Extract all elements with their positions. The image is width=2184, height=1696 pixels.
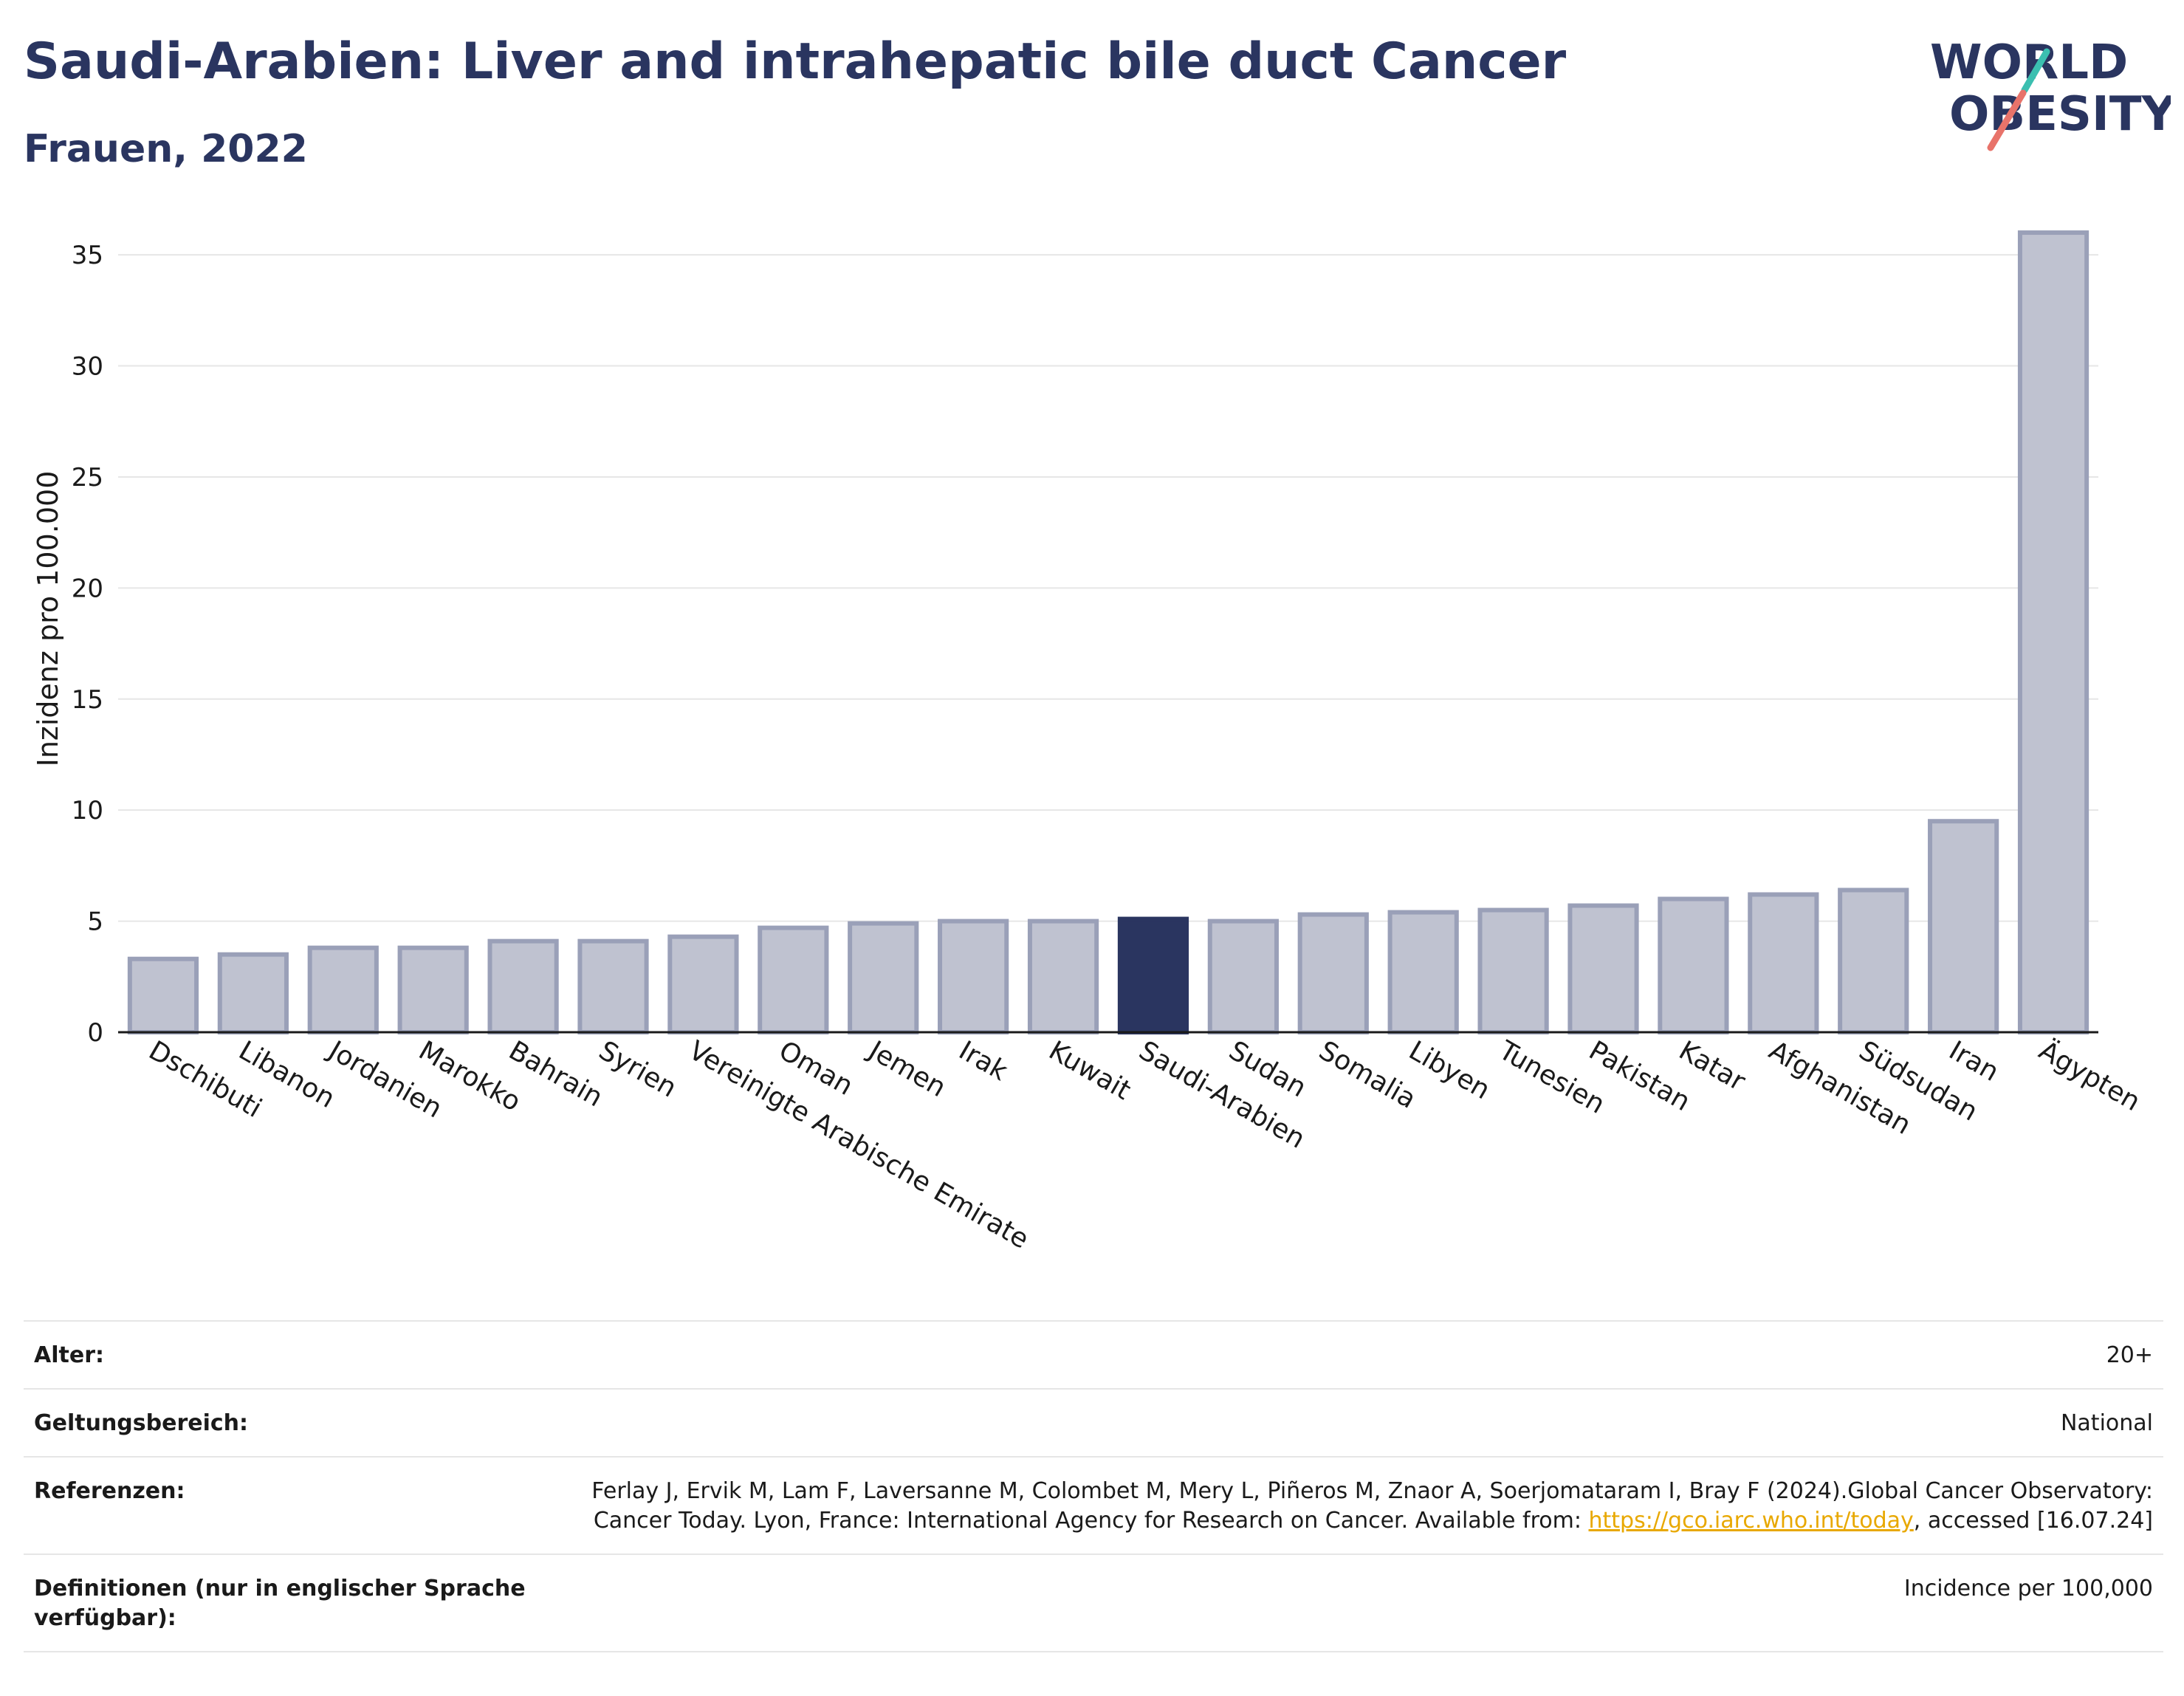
- y-tick-label: 20: [72, 574, 103, 603]
- bar-jordanien: [307, 945, 379, 1034]
- age-value: 20+: [2106, 1342, 2153, 1368]
- bar-chart: 0 5 10 15 20 25 30 35 DschibutiLibanonJordanien…: [32, 230, 2146, 1255]
- bar-bahrain: [487, 938, 559, 1034]
- bar-jemen: [848, 921, 919, 1035]
- y-axis-label: Inzidenz pro 100.000: [32, 471, 64, 767]
- meta-row-age: Alter: 20+: [24, 1320, 2163, 1388]
- bar-ägypten: [2017, 230, 2089, 1034]
- reference-text: Ferlay J, Ervik M, Lam F, Laversanne M, …: [591, 1478, 2153, 1534]
- bar-afghanistan: [1748, 892, 1819, 1034]
- bar-dschibuti: [127, 956, 199, 1034]
- age-label: Alter:: [34, 1342, 104, 1368]
- bar-saudi-arabien: [1117, 916, 1189, 1034]
- meta-row-references: Referenzen: Ferlay J, Ervik M, Lam F, La…: [24, 1456, 2163, 1553]
- x-tick-label: Somalia: [1314, 1035, 1421, 1115]
- x-tick-label: Syrien: [594, 1035, 681, 1103]
- reference-link[interactable]: https://gco.iarc.who.int/today: [1588, 1508, 1914, 1534]
- bar-sudan: [1207, 919, 1279, 1034]
- bar-syrien: [577, 938, 649, 1034]
- y-tick-label: 25: [72, 463, 103, 492]
- bars: [127, 230, 2089, 1035]
- meta-row-definitions: Definitionen (nur in englischer Sprache …: [24, 1553, 2163, 1652]
- y-axis-ticks: 0 5 10 15 20 25 30 35: [72, 241, 103, 1048]
- bar-somalia: [1297, 912, 1369, 1034]
- bar-pakistan: [1567, 903, 1639, 1034]
- x-tick-label: Ägypten: [2034, 1034, 2146, 1117]
- y-tick-label: 35: [72, 241, 103, 270]
- bar-katar: [1658, 896, 1729, 1034]
- logo-coral-stroke: [1987, 89, 2027, 151]
- bar-marokko: [397, 945, 469, 1034]
- x-tick-label: Irak: [954, 1035, 1013, 1087]
- grid-lines: [118, 254, 2098, 922]
- references-label: Referenzen:: [34, 1478, 185, 1504]
- references-value: Ferlay J, Ervik M, Lam F, Laversanne M, …: [566, 1477, 2153, 1536]
- metadata-table: Alter: 20+ Geltungsbereich: National Ref…: [24, 1320, 2163, 1652]
- bar-kuwait: [1027, 919, 1099, 1034]
- y-tick-label: 0: [87, 1018, 103, 1048]
- x-tick-label: Iran: [1944, 1035, 2004, 1088]
- y-tick-label: 30: [72, 352, 103, 382]
- x-tick-label: Kuwait: [1044, 1035, 1136, 1106]
- bar-tunesien: [1477, 907, 1549, 1035]
- x-axis-ticks: DschibutiLibanonJordanienMarokkoBahrainS…: [143, 1034, 2146, 1254]
- chart-title: Saudi-Arabien: Liver and intrahepatic bi…: [24, 32, 1567, 91]
- definitions-value: Incidence per 100,000: [1903, 1576, 2153, 1601]
- scope-label: Geltungsbereich:: [34, 1410, 249, 1436]
- definitions-label: Definitionen (nur in englischer Sprache …: [34, 1576, 526, 1631]
- meta-row-scope: Geltungsbereich: National: [24, 1388, 2163, 1456]
- x-tick-label: Jemen: [862, 1034, 951, 1103]
- bar-südsudan: [1838, 888, 1909, 1035]
- logo-teal-stroke: [2021, 48, 2050, 94]
- world-obesity-logo: WORLD OBESITY: [1930, 35, 2171, 151]
- bar-libyen: [1387, 910, 1459, 1034]
- bar-oman: [758, 925, 829, 1034]
- chart-subtitle: Frauen, 2022: [24, 127, 308, 171]
- x-tick-label: Libyen: [1404, 1035, 1495, 1105]
- bar-vereinigte-arabische-emirate: [667, 934, 739, 1035]
- y-tick-label: 15: [72, 685, 103, 715]
- y-tick-label: 5: [87, 907, 103, 937]
- y-tick-label: 10: [72, 796, 103, 825]
- bar-iran: [1928, 819, 1999, 1035]
- logo-word-obesity: OBESITY: [1949, 87, 2171, 142]
- scope-value: National: [2060, 1410, 2153, 1436]
- bar-libanon: [217, 952, 289, 1034]
- reference-accessed: , accessed [16.07.24]: [1913, 1508, 2153, 1534]
- bar-irak: [938, 919, 1009, 1034]
